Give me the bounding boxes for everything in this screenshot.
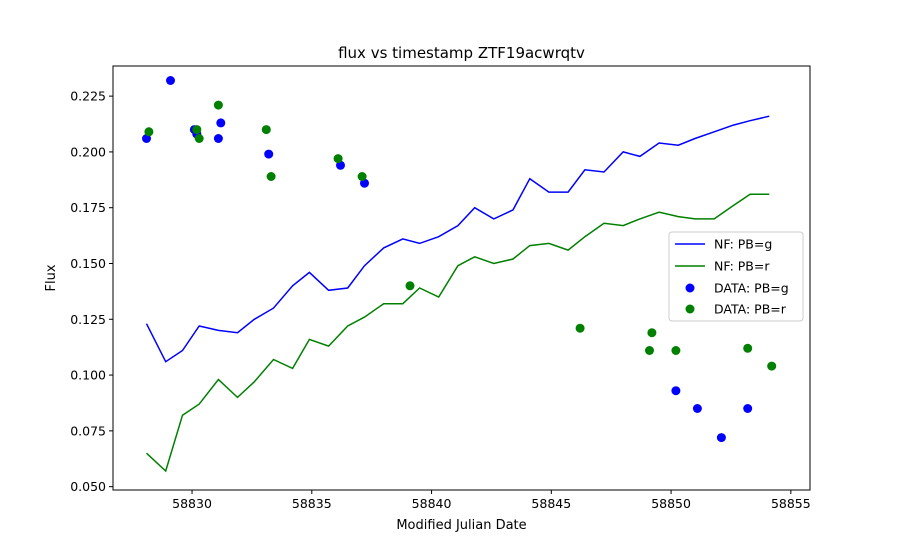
data-point-data-pb-g <box>264 149 274 159</box>
x-axis-label: Modified Julian Date <box>396 518 526 533</box>
legend-label-nf-pb-g: NF: PB=g <box>714 237 772 252</box>
series-line-nf-pb-r <box>145 193 770 473</box>
y-axis-label: Flux <box>44 264 59 291</box>
legend: NF: PB=g NF: PB=r DATA: PB=g DATA: PB=r <box>668 231 804 322</box>
data-point-data-pb-r <box>405 281 415 291</box>
x-tick-label: 58835 <box>292 496 332 511</box>
y-tick-label: 0.200 <box>70 144 106 159</box>
y-tick-label: 0.050 <box>70 479 106 494</box>
axes-frame <box>112 65 811 491</box>
legend-box <box>668 231 804 322</box>
data-point-data-pb-r <box>743 343 753 353</box>
plot-area <box>142 76 777 473</box>
y-tick-label: 0.075 <box>70 423 106 438</box>
data-point-data-pb-g <box>671 386 681 396</box>
y-tick-label: 0.150 <box>70 256 106 271</box>
data-point-data-pb-r <box>144 127 154 137</box>
y-tick-label: 0.225 <box>70 89 106 104</box>
data-point-data-pb-r <box>192 125 202 135</box>
data-point-data-pb-g <box>216 118 226 128</box>
data-point-data-pb-r <box>647 328 657 338</box>
x-tick-label: 58830 <box>172 496 212 511</box>
data-point-data-pb-r <box>261 125 271 135</box>
y-axis: 0.050 0.075 0.100 0.125 0.150 0.175 0.200 0.225 <box>70 89 113 494</box>
data-point-data-pb-r <box>671 346 681 355</box>
data-point-data-pb-g <box>716 433 726 443</box>
data-point-data-pb-r <box>213 100 223 110</box>
data-point-data-pb-r <box>266 172 276 181</box>
data-point-data-pb-r <box>357 172 367 181</box>
legend-label-data-pb-g: DATA: PB=g <box>714 281 789 296</box>
x-axis: 58830 58835 58840 58845 58850 58855 <box>172 490 811 511</box>
legend-swatch-data-pb-g <box>685 283 695 293</box>
data-point-data-pb-g <box>166 76 175 85</box>
legend-swatch-data-pb-r <box>685 304 695 314</box>
data-point-data-pb-g <box>692 404 702 413</box>
y-tick-label: 0.175 <box>70 200 106 215</box>
x-tick-label: 58845 <box>531 496 571 511</box>
data-point-data-pb-g <box>743 404 753 413</box>
legend-label-nf-pb-r: NF: PB=r <box>714 259 770 274</box>
y-tick-label: 0.100 <box>70 368 106 383</box>
x-tick-label: 58855 <box>771 496 811 511</box>
x-tick-label: 58850 <box>651 496 691 511</box>
data-point-data-pb-r <box>575 323 585 333</box>
y-tick-label: 0.125 <box>70 312 106 327</box>
data-point-data-pb-r <box>767 361 777 371</box>
chart-title: flux vs timestamp ZTF19acwrqtv <box>338 44 585 62</box>
data-point-data-pb-r <box>645 346 654 355</box>
series-line-nf-pb-g <box>145 115 770 363</box>
data-point-data-pb-r <box>333 154 343 164</box>
data-point-data-pb-g <box>213 134 223 143</box>
legend-label-data-pb-r: DATA: PB=r <box>714 302 787 317</box>
data-point-data-pb-r <box>194 134 204 143</box>
x-tick-label: 58840 <box>412 496 452 511</box>
